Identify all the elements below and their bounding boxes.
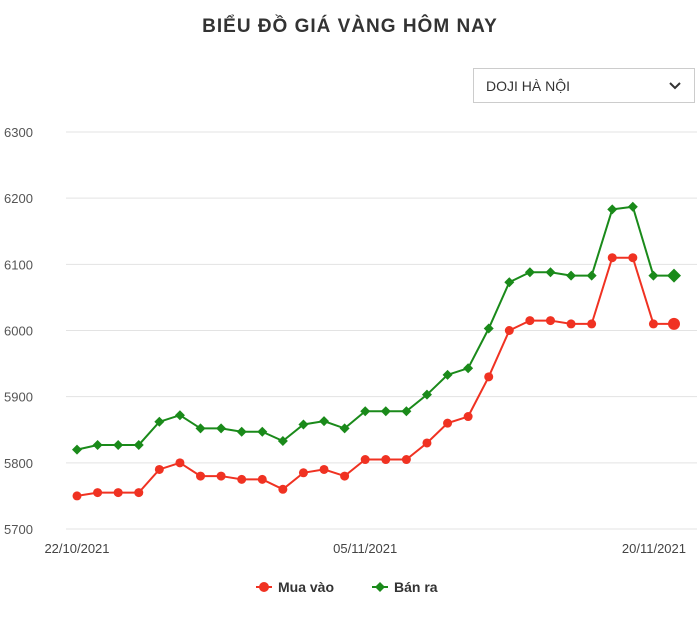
data-point [484,372,494,382]
x-tick-label: 05/11/2021 [333,541,397,556]
data-point [401,455,411,465]
series-line [76,256,674,497]
data-point [257,426,268,437]
data-point [319,464,329,474]
data-point [360,455,370,465]
data-point [380,406,391,417]
data-point [360,406,371,417]
data-point [586,270,597,281]
data-point [525,316,535,326]
data-point [339,423,350,434]
y-tick-label: 6000 [4,324,33,339]
data-point [524,267,535,278]
legend-marker [259,582,269,592]
data-point [277,435,288,446]
data-point [607,253,617,263]
data-point [72,444,82,455]
data-point [154,464,164,474]
y-tick-label: 6100 [4,257,33,272]
data-point [298,468,308,478]
data-point [401,406,412,417]
data-point [278,484,288,494]
data-point [443,418,453,428]
data-point [566,270,577,281]
data-point [196,471,206,481]
data-point [463,412,473,422]
data-point [442,369,453,380]
data-point [319,416,330,427]
data-point [134,488,144,498]
x-tick-label: 20/11/2021 [622,541,686,556]
data-point [668,317,680,330]
series-line [76,205,674,451]
data-point [381,455,391,465]
data-point [463,363,474,374]
x-tick-label: 22/10/2021 [44,541,109,556]
data-point [133,439,144,450]
data-point [113,439,124,450]
data-point [154,416,165,427]
data-point [422,438,432,448]
data-point [93,488,103,498]
data-point [648,270,659,281]
data-point [236,426,247,437]
source-select-value: DOJI HÀ NỘI [486,77,571,94]
data-point [628,253,638,263]
data-point [504,277,515,288]
data-point [607,204,618,215]
y-tick-label: 5800 [4,456,33,471]
data-point [195,423,206,434]
data-point [175,458,185,468]
legend-marker [375,582,385,592]
legend-label: Bán ra [394,579,438,595]
data-point [113,488,123,498]
data-point [667,268,681,283]
source-select[interactable]: DOJI HÀ NỘI [473,68,695,103]
chevron-down-icon [669,81,681,89]
data-point [72,491,82,501]
data-point [648,319,658,329]
data-point [545,267,556,278]
data-point [92,439,103,450]
data-point [587,319,597,329]
legend-label: Mua vào [278,579,334,595]
data-point [566,319,576,329]
data-point [340,471,350,481]
data-point [257,474,267,484]
y-tick-label: 5700 [4,522,33,537]
y-tick-label: 6200 [4,191,33,206]
y-tick-label: 5900 [4,390,33,405]
data-point [421,389,432,400]
data-point [237,474,247,484]
data-point [298,419,309,430]
data-point [216,471,226,481]
data-point [216,423,227,434]
data-point [174,410,185,421]
chart-title: BIỂU ĐỒ GIÁ VÀNG HÔM NAY [202,16,498,37]
data-point [504,326,514,335]
data-point [483,323,494,334]
y-tick-label: 6300 [4,125,33,140]
data-point [545,316,555,326]
data-point [627,201,638,212]
